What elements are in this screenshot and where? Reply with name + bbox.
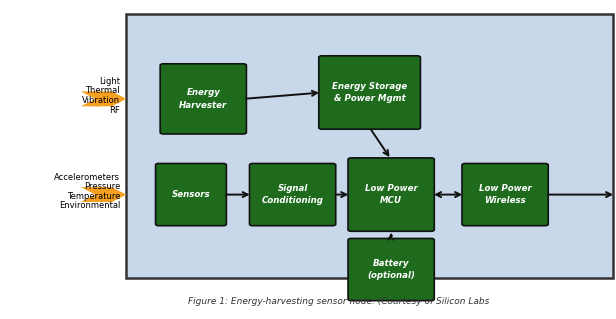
FancyBboxPatch shape bbox=[348, 158, 434, 231]
Text: Thermal: Thermal bbox=[86, 86, 120, 95]
FancyBboxPatch shape bbox=[155, 164, 227, 226]
Text: Accelerometers: Accelerometers bbox=[54, 173, 120, 182]
Text: Energy Storage
& Power Mgmt: Energy Storage & Power Mgmt bbox=[332, 82, 407, 103]
Polygon shape bbox=[94, 187, 126, 202]
Text: Light: Light bbox=[99, 77, 120, 86]
Polygon shape bbox=[81, 92, 113, 106]
FancyBboxPatch shape bbox=[348, 239, 434, 300]
FancyBboxPatch shape bbox=[160, 64, 246, 134]
FancyBboxPatch shape bbox=[126, 14, 613, 278]
FancyBboxPatch shape bbox=[249, 164, 336, 226]
Text: Energy
Harvester: Energy Harvester bbox=[179, 88, 227, 110]
Text: Battery
(optional): Battery (optional) bbox=[367, 259, 415, 280]
Text: Temperature: Temperature bbox=[67, 192, 120, 201]
Polygon shape bbox=[81, 187, 113, 202]
Text: RF: RF bbox=[110, 106, 120, 115]
Text: Pressure: Pressure bbox=[84, 182, 120, 191]
Text: Sensors: Sensors bbox=[172, 190, 210, 199]
Text: Vibration: Vibration bbox=[82, 96, 120, 105]
Text: Figure 1: Energy-harvesting sensor node. (Courtesy of Silicon Labs: Figure 1: Energy-harvesting sensor node.… bbox=[188, 297, 490, 306]
FancyBboxPatch shape bbox=[319, 56, 421, 129]
FancyBboxPatch shape bbox=[462, 164, 548, 226]
Text: Signal
Conditioning: Signal Conditioning bbox=[262, 184, 323, 205]
Text: Low Power
MCU: Low Power MCU bbox=[365, 184, 418, 205]
Polygon shape bbox=[94, 92, 126, 106]
Text: Environmental: Environmental bbox=[59, 201, 120, 210]
Text: Low Power
Wireless: Low Power Wireless bbox=[479, 184, 532, 205]
